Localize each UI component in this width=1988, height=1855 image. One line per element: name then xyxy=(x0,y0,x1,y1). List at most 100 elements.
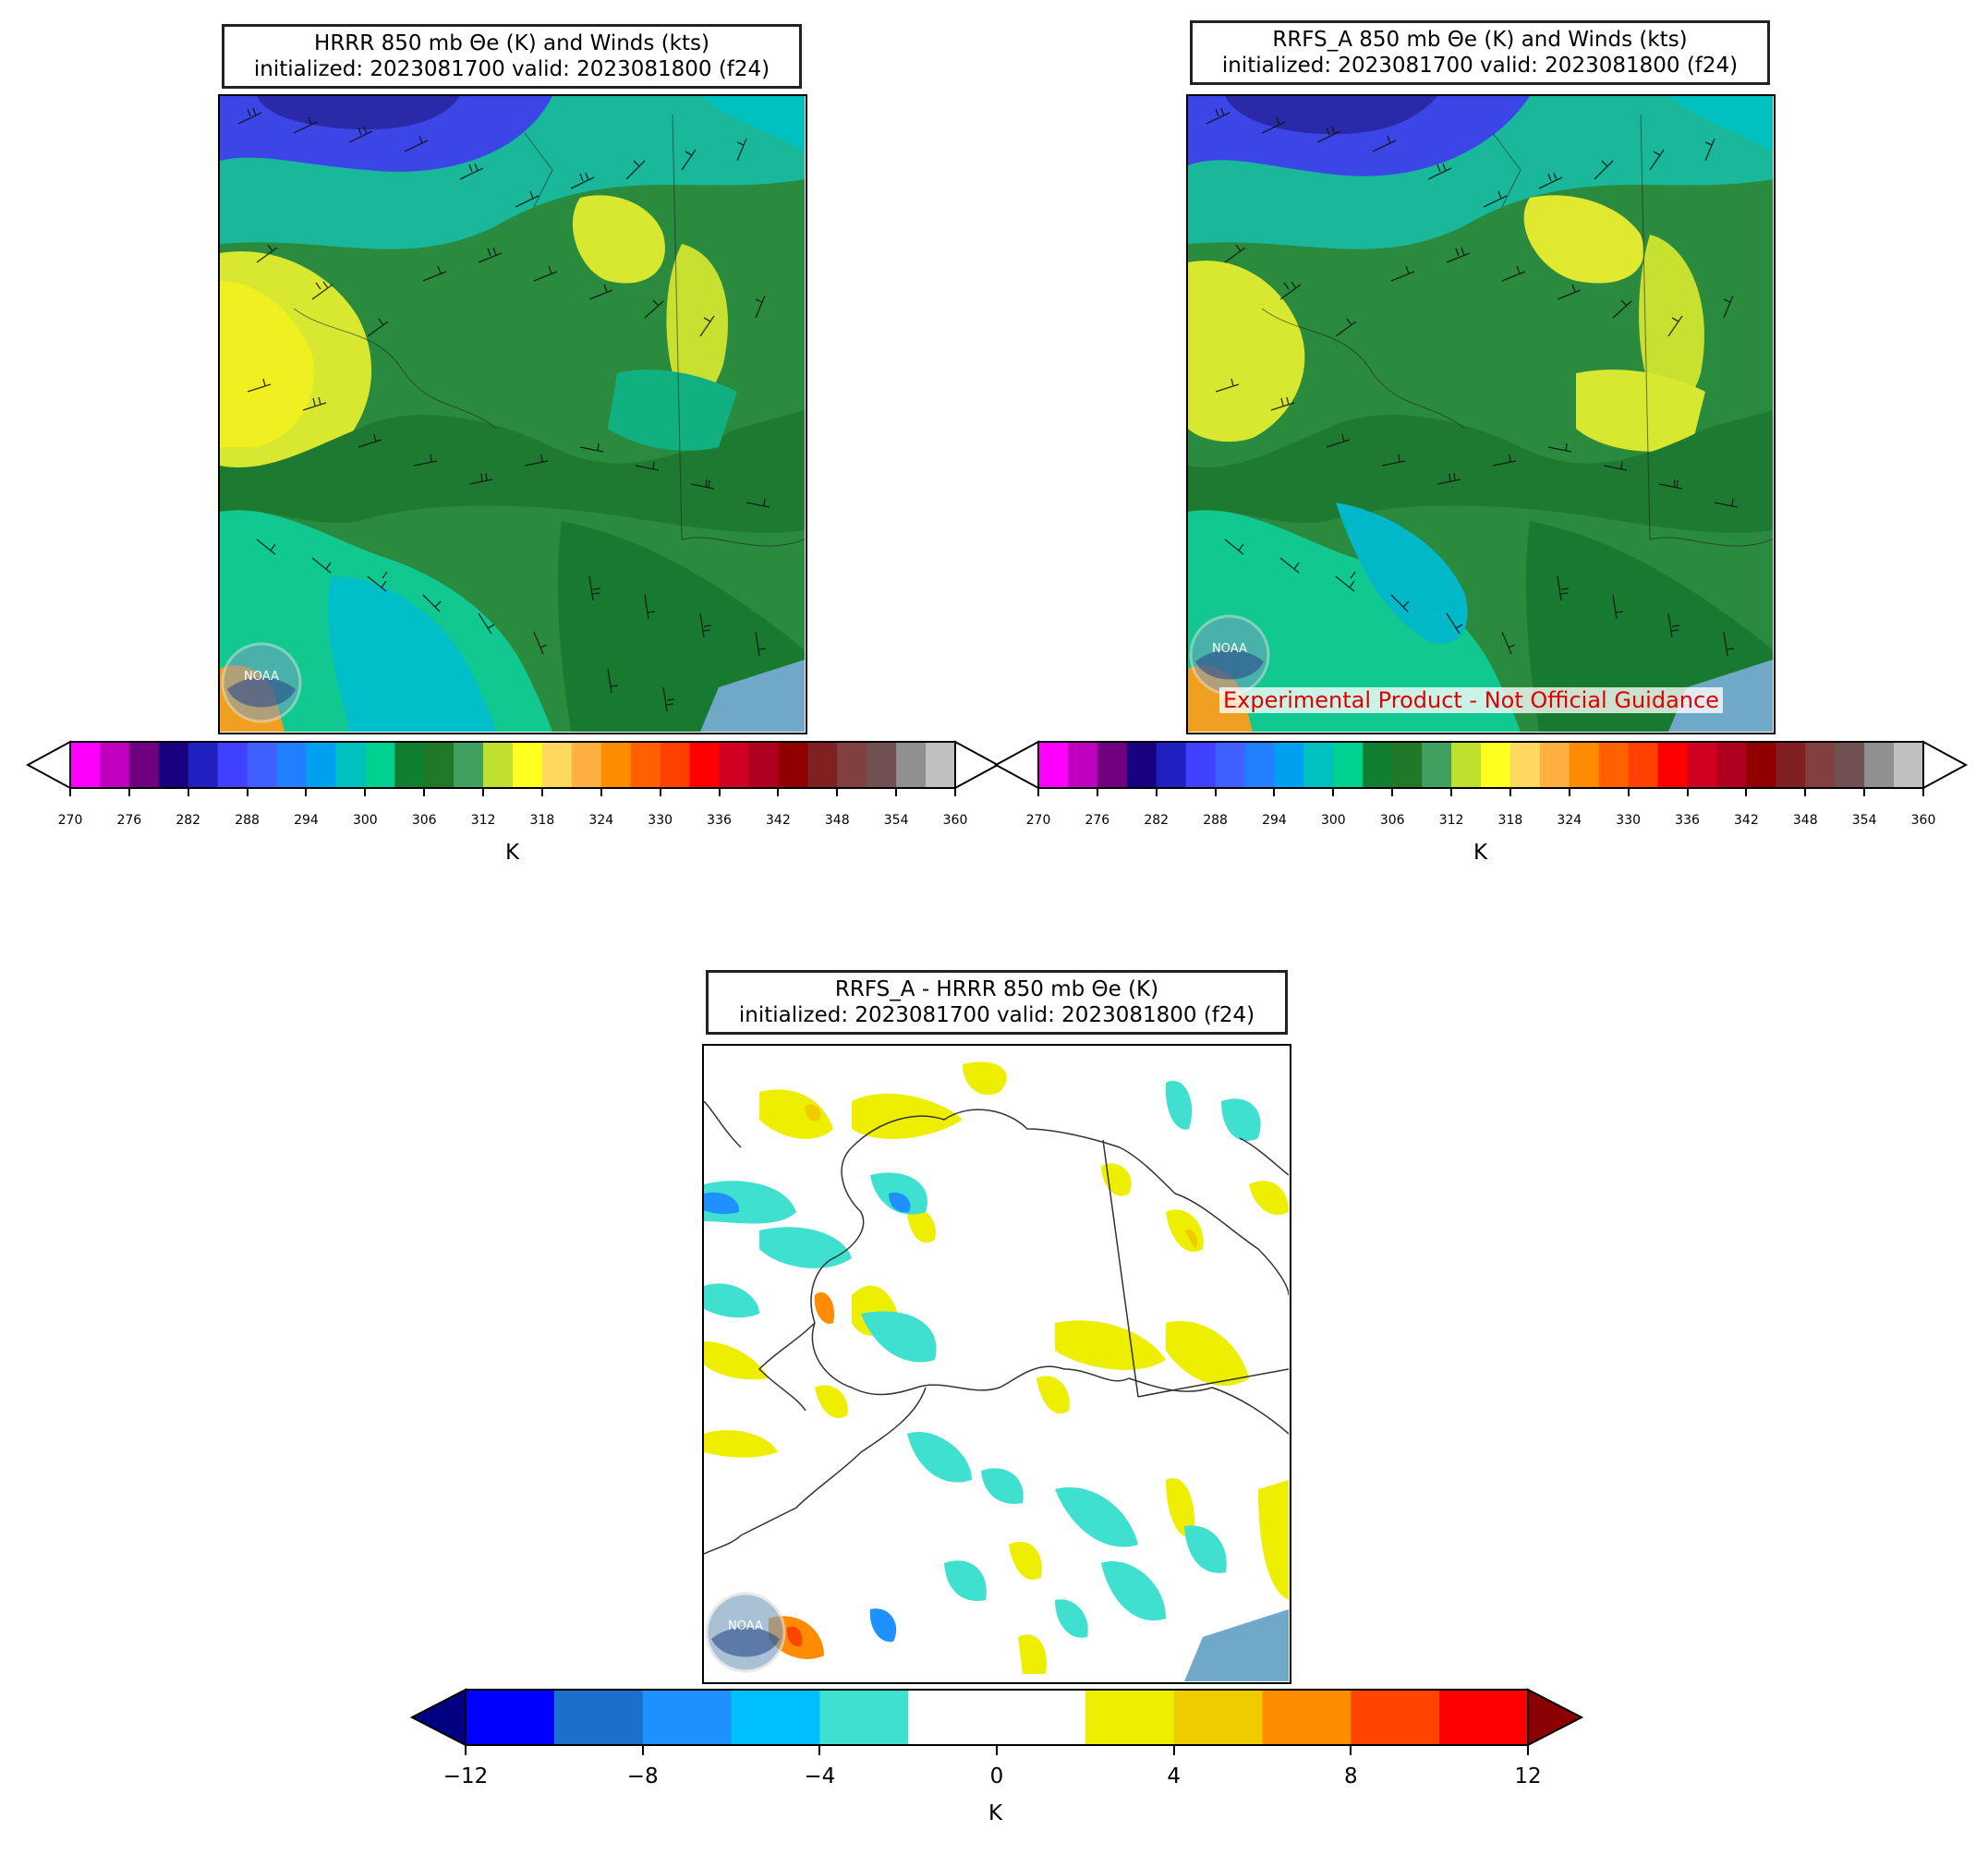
colorbar-tick-mark xyxy=(364,789,367,796)
hrrr-colorbar-cell xyxy=(513,742,543,788)
hrrr-colorbar-cell xyxy=(483,742,514,788)
hrrr-colorbar-cell xyxy=(335,742,366,788)
hrrr-title-line2: initialized: 2023081700 valid: 202308180… xyxy=(253,57,770,81)
hrrr-theta-map: NOAA xyxy=(218,94,807,734)
colorbar-tick-label: 270 xyxy=(57,813,83,828)
hrrr-colorbar-cell xyxy=(807,742,838,788)
diff-colorbar-cell xyxy=(997,1690,1086,1745)
colorbar-tick-label: 336 xyxy=(1675,813,1700,828)
rrfs-title-line2: initialized: 2023081700 valid: 202308180… xyxy=(1221,54,1739,78)
colorbar-tick-label: 306 xyxy=(411,813,437,828)
colorbar-tick-label: 270 xyxy=(1025,813,1051,828)
hrrr-colorbar-cell xyxy=(247,742,278,788)
colorbar-tick-label: 318 xyxy=(529,813,555,828)
diff-colorbar-cell xyxy=(908,1690,998,1745)
colorbar-tick-label: 282 xyxy=(176,813,201,828)
rrfs-colorbar-cell xyxy=(1333,742,1364,788)
rrfs-colorbar-cell xyxy=(1776,742,1806,788)
diff-colorbar-cell xyxy=(553,1690,644,1745)
colorbar-over-triangle xyxy=(954,740,1000,790)
colorbar-tick-label: 324 xyxy=(1557,813,1582,828)
noaa-logo-text: NOAA xyxy=(244,670,279,684)
rrfs-colorbar-cell xyxy=(1687,742,1717,788)
colorbar-tick-label: 12 xyxy=(1514,1764,1542,1788)
rrfs-colorbar-cell xyxy=(1038,742,1069,788)
noaa-logo-icon: NOAA xyxy=(705,1592,786,1673)
colorbar-under-triangle xyxy=(26,740,71,790)
diff-colorbar-unit: K xyxy=(988,1801,1003,1825)
colorbar-tick-mark xyxy=(954,789,956,796)
hrrr-colorbar-cell xyxy=(158,742,189,788)
rrfs-colorbar-cell xyxy=(1274,742,1304,788)
hrrr-colorbar-cell xyxy=(70,742,101,788)
hrrr-colorbar-cell xyxy=(188,742,219,788)
colorbar-tick-label: 294 xyxy=(1262,813,1287,828)
colorbar-tick-mark xyxy=(1922,789,1924,796)
colorbar-tick-mark xyxy=(423,789,426,796)
hrrr-colorbar-cell xyxy=(926,742,956,788)
colorbar-tick-mark xyxy=(777,789,780,796)
hrrr-colorbar-cell xyxy=(837,742,867,788)
diff-colorbar xyxy=(410,1688,1583,1747)
colorbar-under-triangle xyxy=(994,740,1039,790)
colorbar-tick-label: 282 xyxy=(1144,813,1170,828)
hrrr-colorbar-cell xyxy=(306,742,336,788)
hrrr-colorbar-cell xyxy=(719,742,749,788)
colorbar-tick-mark xyxy=(641,1746,644,1755)
hrrr-title-line1: HRRR 850 mb Θe (K) and Winds (kts) xyxy=(314,31,709,55)
hrrr-panel-title: HRRR 850 mb Θe (K) and Winds (kts) initi… xyxy=(222,24,802,89)
colorbar-tick-label: 354 xyxy=(883,813,909,828)
colorbar-tick-mark xyxy=(718,789,721,796)
colorbar-tick-mark xyxy=(895,789,898,796)
hrrr-colorbar-cell xyxy=(424,742,455,788)
colorbar-tick-mark xyxy=(305,789,308,796)
rrfs-colorbar-cell xyxy=(1126,742,1158,788)
rrfs-colorbar-cell xyxy=(1067,742,1098,788)
colorbar-tick-label: 4 xyxy=(1167,1764,1181,1788)
colorbar-tick-mark xyxy=(540,789,543,796)
hrrr-colorbar-cell xyxy=(365,742,395,788)
rrfs-panel-title: RRFS_A 850 mb Θe (K) and Winds (kts) ini… xyxy=(1190,20,1770,85)
colorbar-tick-label: 312 xyxy=(470,813,496,828)
colorbar-tick-label: 276 xyxy=(1085,813,1110,828)
colorbar-tick-label: 354 xyxy=(1851,813,1877,828)
colorbar-tick-label: 318 xyxy=(1497,813,1523,828)
hrrr-colorbar-cell xyxy=(867,742,897,788)
rrfs-colorbar-cell xyxy=(1657,742,1689,788)
colorbar-tick-label: 276 xyxy=(116,813,142,828)
hrrr-colorbar-cell xyxy=(660,742,691,788)
rrfs-colorbar-cell xyxy=(1481,742,1511,788)
rrfs-colorbar-cell xyxy=(1303,742,1334,788)
colorbar-tick-label: 294 xyxy=(294,813,319,828)
colorbar-tick-mark xyxy=(482,789,485,796)
colorbar-tick-label: 300 xyxy=(352,813,378,828)
colorbar-over-triangle xyxy=(1527,1688,1583,1747)
colorbar-tick-label: 336 xyxy=(707,813,732,828)
hrrr-map-svg xyxy=(220,96,805,732)
noaa-logo-icon: NOAA xyxy=(221,642,302,723)
rrfs-colorbar-cell xyxy=(1628,742,1659,788)
rrfs-colorbar-cell xyxy=(1539,742,1570,788)
rrfs-colorbar-cell xyxy=(1894,742,1924,788)
colorbar-tick-label: −12 xyxy=(442,1764,489,1788)
diff-colorbar-cell xyxy=(466,1690,555,1745)
diff-colorbar-cell xyxy=(1351,1690,1440,1745)
hrrr-colorbar-cell xyxy=(99,742,130,788)
hrrr-colorbar-cell xyxy=(896,742,927,788)
colorbar-tick-mark xyxy=(1686,789,1689,796)
colorbar-tick-mark xyxy=(659,789,661,796)
hrrr-colorbar-cell xyxy=(748,742,779,788)
rrfs-colorbar-cell xyxy=(1185,742,1217,788)
colorbar-over-triangle xyxy=(1922,740,1969,790)
colorbar-tick-mark xyxy=(1096,789,1098,796)
diff-colorbar-cell xyxy=(1085,1690,1175,1745)
rrfs-colorbar-cell xyxy=(1598,742,1630,788)
colorbar-tick-mark xyxy=(1391,789,1394,796)
diff-colorbar-cell xyxy=(1173,1690,1263,1745)
noaa-logo-text: NOAA xyxy=(728,1619,763,1633)
colorbar-tick-mark xyxy=(246,789,248,796)
diff-panel-title: RRFS_A - HRRR 850 mb Θe (K) initialized:… xyxy=(706,970,1288,1035)
noaa-logo-text: NOAA xyxy=(1212,642,1247,656)
rrfs-colorbar-cell xyxy=(1215,742,1246,788)
rrfs-colorbar-cell xyxy=(1392,742,1423,788)
